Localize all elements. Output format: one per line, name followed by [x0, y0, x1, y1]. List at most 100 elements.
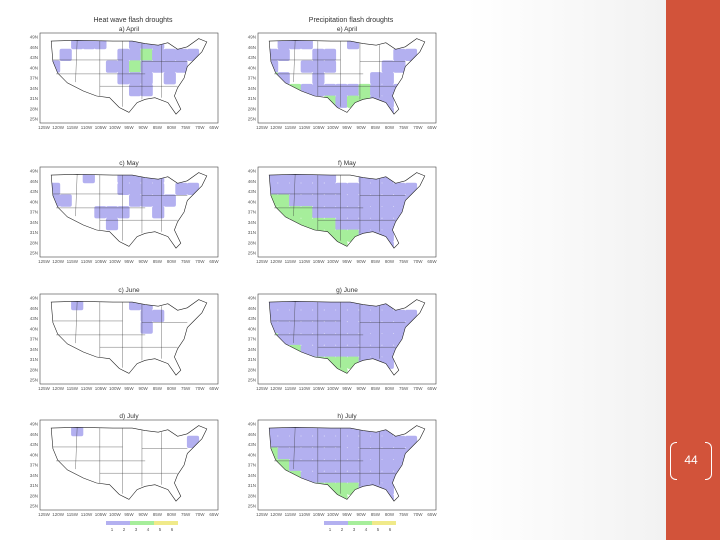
drought-cell	[335, 229, 348, 242]
drought-cell	[323, 182, 337, 195]
drought-cell	[381, 435, 394, 448]
lon-tick-label: 70W	[195, 512, 205, 517]
lon-tick-label: 75W	[399, 386, 409, 391]
us-outline	[268, 172, 426, 249]
drought-cell	[312, 309, 325, 322]
lat-tick-label: 37N	[30, 463, 38, 468]
lat-tick-label: 25N	[30, 504, 38, 509]
drought-cell	[335, 470, 348, 484]
lon-tick-label: 100W	[109, 386, 122, 391]
drought-cell	[393, 435, 406, 448]
drought-cell	[59, 194, 72, 207]
lat-tick-label: 46N	[30, 432, 38, 437]
lat-tick-label: 37N	[248, 210, 256, 215]
lon-tick-label: 75W	[181, 512, 191, 517]
drought-cell	[140, 194, 153, 207]
lon-tick-label: 85W	[371, 259, 381, 264]
lon-tick-label: 90W	[139, 386, 149, 391]
column-title: Heat wave flash droughts	[94, 17, 173, 24]
us-outline	[268, 299, 426, 376]
drought-cell	[300, 459, 313, 472]
colorbar-segment	[118, 521, 130, 525]
drought-cell	[163, 60, 176, 73]
lon-tick-label: 110W	[299, 512, 311, 517]
lat-tick-label: 46N	[30, 45, 38, 50]
lat-tick-label: 37N	[248, 463, 256, 468]
drought-cell	[347, 194, 360, 207]
lat-tick-label: 28N	[248, 240, 256, 245]
lat-tick-label: 40N	[248, 326, 256, 331]
drought-cell	[277, 321, 290, 334]
drought-cell	[300, 182, 313, 195]
lon-tick-label: 65W	[427, 259, 437, 264]
drought-cell	[269, 435, 279, 449]
drought-cell	[381, 60, 394, 73]
lon-tick-label: 125W	[256, 259, 269, 264]
lat-tick-label: 49N	[248, 35, 256, 40]
drought-cell	[323, 309, 337, 322]
lon-tick-label: 80W	[385, 512, 395, 517]
drought-cell	[129, 60, 142, 73]
colorbar-label: 3	[135, 527, 138, 532]
lon-tick-label: 105W	[313, 386, 326, 391]
lon-tick-label: 115W	[285, 125, 297, 130]
us-outline	[50, 38, 208, 115]
drought-cell	[335, 321, 348, 334]
lon-tick-label: 110W	[299, 386, 311, 391]
drought-cell	[370, 206, 383, 219]
colorbar-label: 1	[111, 527, 114, 532]
lon-tick-label: 115W	[67, 512, 79, 517]
colorbar-segment	[154, 521, 166, 525]
drought-cell	[347, 206, 360, 219]
drought-cell	[370, 333, 383, 346]
lat-tick-label: 49N	[248, 169, 256, 174]
colorbar-segment	[372, 521, 384, 525]
drought-cell	[129, 182, 142, 195]
lon-tick-label: 90W	[139, 259, 149, 264]
drought-cell	[381, 206, 394, 219]
colorbar-label: 6	[171, 527, 174, 532]
colorbar-segment	[166, 521, 178, 525]
lon-tick-label: 75W	[181, 259, 191, 264]
drought-cell	[312, 194, 325, 207]
us-outline	[268, 425, 426, 502]
drought-cell	[300, 321, 313, 334]
panel-label: g) June	[336, 287, 358, 294]
drought-cell	[312, 333, 325, 346]
drought-cell	[152, 309, 165, 322]
us-outline	[50, 172, 208, 249]
drought-cell	[323, 217, 337, 231]
state-border	[75, 174, 78, 217]
drought-cell	[300, 447, 313, 460]
lon-tick-label: 65W	[209, 386, 219, 391]
drought-cell	[335, 333, 348, 346]
lat-tick-label: 37N	[30, 337, 38, 342]
drought-cell	[370, 435, 383, 448]
drought-cell	[323, 344, 337, 358]
lon-tick-label: 90W	[139, 125, 149, 130]
drought-cell	[335, 83, 348, 97]
drought-cell	[323, 447, 337, 460]
drought-cell	[277, 182, 290, 195]
lon-tick-label: 85W	[153, 386, 163, 391]
lat-tick-label: 49N	[248, 296, 256, 301]
column-title: Precipitation flash droughts	[309, 17, 394, 24]
lat-tick-label: 40N	[248, 199, 256, 204]
lon-tick-label: 100W	[109, 125, 122, 130]
drought-cell	[393, 309, 406, 322]
lat-tick-label: 28N	[30, 493, 38, 498]
lon-tick-label: 65W	[209, 512, 219, 517]
drought-cell	[358, 459, 371, 472]
drought-cell	[312, 344, 325, 358]
drought-cell	[358, 206, 371, 219]
drought-cell	[347, 333, 360, 346]
state-border	[293, 427, 296, 470]
state-border	[75, 427, 78, 470]
lat-tick-label: 40N	[30, 326, 38, 331]
lat-tick-label: 34N	[248, 473, 256, 478]
state-border	[293, 174, 296, 217]
drought-cell	[129, 83, 142, 97]
drought-cell	[370, 344, 383, 358]
